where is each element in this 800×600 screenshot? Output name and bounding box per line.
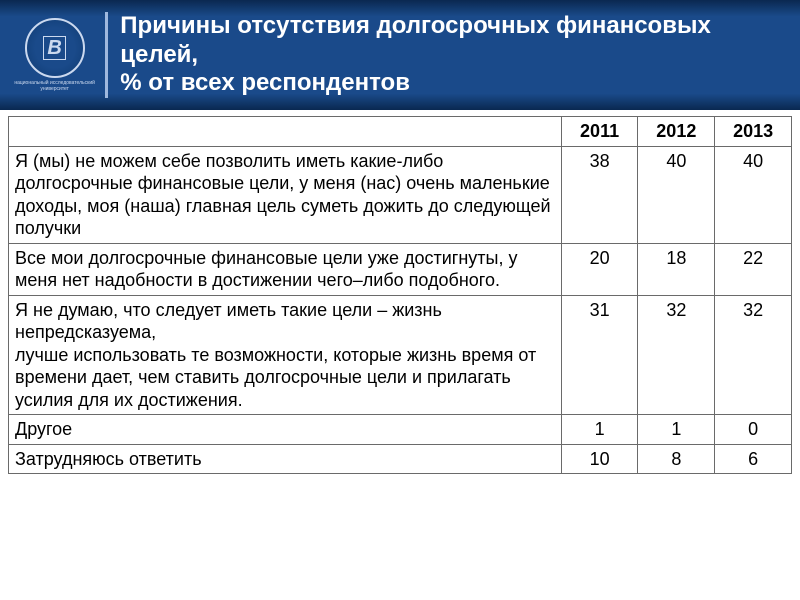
- row-value: 8: [638, 444, 715, 474]
- col-header-2012: 2012: [638, 117, 715, 147]
- row-value: 18: [638, 243, 715, 295]
- row-value: 20: [561, 243, 638, 295]
- title-line-2: % от всех респондентов: [120, 69, 410, 96]
- table-row: Я не думаю, что следует иметь такие цели…: [9, 295, 792, 415]
- slide-header: В национальный исследовательский универс…: [0, 0, 800, 110]
- logo-caption: национальный исследовательский университ…: [14, 80, 95, 92]
- data-table: 2011 2012 2013 Я (мы) не можем себе позв…: [8, 116, 792, 474]
- row-value: 10: [561, 444, 638, 474]
- slide-title: Причины отсутствия долгосрочных финансов…: [120, 12, 790, 98]
- row-value: 0: [715, 415, 792, 445]
- slide: В национальный исследовательский универс…: [0, 0, 800, 600]
- row-value: 6: [715, 444, 792, 474]
- row-value: 32: [638, 295, 715, 415]
- col-header-blank: [9, 117, 562, 147]
- col-header-2013: 2013: [715, 117, 792, 147]
- row-label: Я (мы) не можем себе позволить иметь как…: [9, 146, 562, 243]
- table-header-row: 2011 2012 2013: [9, 117, 792, 147]
- row-label: Другое: [9, 415, 562, 445]
- table-row: Затрудняюсь ответить 10 8 6: [9, 444, 792, 474]
- title-block: Причины отсутствия долгосрочных финансов…: [105, 12, 790, 98]
- row-value: 40: [638, 146, 715, 243]
- table-row: Я (мы) не можем себе позволить иметь как…: [9, 146, 792, 243]
- row-label: Все мои долгосрочные финансовые цели уже…: [9, 243, 562, 295]
- row-value: 1: [638, 415, 715, 445]
- table-row: Все мои долгосрочные финансовые цели уже…: [9, 243, 792, 295]
- logo: В национальный исследовательский универс…: [10, 10, 99, 100]
- logo-letter: В: [43, 36, 65, 60]
- table-row: Другое 1 1 0: [9, 415, 792, 445]
- row-value: 38: [561, 146, 638, 243]
- col-header-2011: 2011: [561, 117, 638, 147]
- table-body: Я (мы) не можем себе позволить иметь как…: [9, 146, 792, 474]
- row-label: Затрудняюсь ответить: [9, 444, 562, 474]
- table-container: 2011 2012 2013 Я (мы) не можем себе позв…: [0, 110, 800, 474]
- logo-circle: В: [25, 18, 85, 78]
- title-line-1: Причины отсутствия долгосрочных финансов…: [120, 12, 711, 68]
- row-value: 1: [561, 415, 638, 445]
- row-value: 22: [715, 243, 792, 295]
- row-value: 40: [715, 146, 792, 243]
- row-value: 32: [715, 295, 792, 415]
- row-label: Я не думаю, что следует иметь такие цели…: [9, 295, 562, 415]
- row-value: 31: [561, 295, 638, 415]
